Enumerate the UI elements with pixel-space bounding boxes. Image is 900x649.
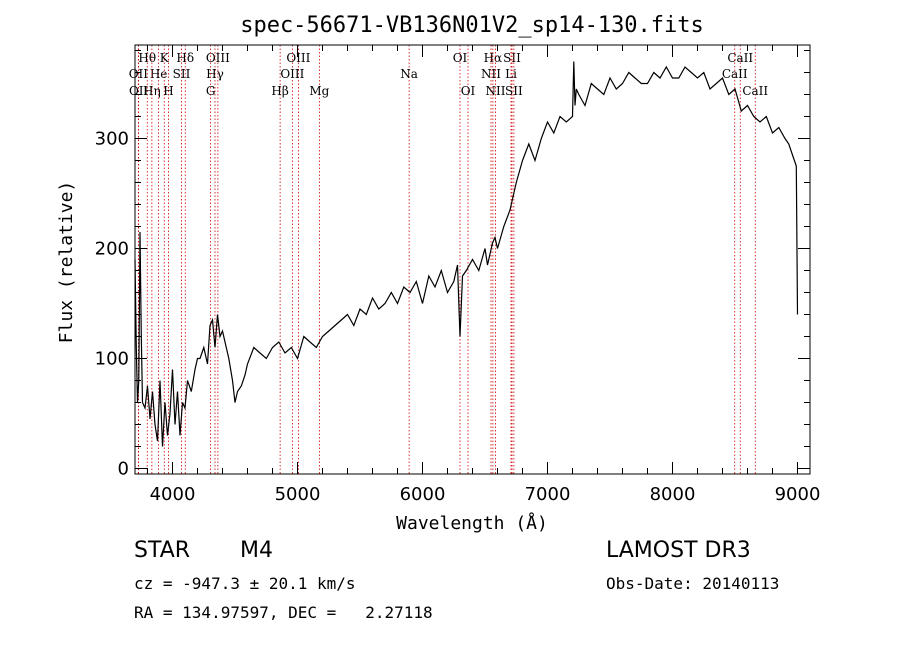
y-tick-label: 300	[95, 129, 129, 150]
line-label: G	[206, 84, 216, 98]
obs-date: Obs-Date: 20140113	[606, 574, 780, 593]
spectrum-line	[134, 61, 799, 447]
line-label: Hγ	[206, 67, 224, 81]
x-tick-label: 7000	[525, 484, 571, 505]
y-tick-label: 200	[95, 239, 129, 260]
axis-ticks: 4000 5000 6000 7000 8000 9000 0 100 200 300	[95, 45, 821, 505]
line-label: H	[163, 84, 173, 98]
line-label: K	[160, 51, 170, 65]
line-label: CaII	[722, 67, 748, 81]
line-label: OI	[461, 84, 476, 98]
x-tick-label: 6000	[400, 484, 446, 505]
subclass-label: M4	[240, 538, 273, 563]
line-label: CaII	[742, 84, 768, 98]
x-tick-label: 9000	[775, 484, 821, 505]
x-tick-label: 4000	[150, 484, 196, 505]
line-label: NII	[486, 84, 506, 98]
line-label: OIII	[280, 67, 304, 81]
line-label: OI	[453, 51, 468, 65]
coordinates: RA = 134.97597, DEC = 2.27118	[134, 603, 433, 622]
chart-title: spec-56671-VB136N01V2_sp14-130.fits	[240, 13, 704, 38]
line-label: NII	[481, 67, 501, 81]
line-label: SII	[173, 67, 191, 81]
survey-label: LAMOST DR3	[606, 538, 751, 563]
line-label: CaII	[727, 51, 753, 65]
line-label: OII	[129, 84, 149, 98]
x-tick-label: 8000	[650, 484, 696, 505]
line-label: Hθ	[138, 51, 156, 65]
line-label: Mg	[309, 84, 329, 98]
line-label: Li	[505, 67, 517, 81]
line-label: He	[150, 67, 168, 81]
line-label: SII	[505, 84, 523, 98]
line-label: Hα	[484, 51, 503, 65]
line-label: SII	[503, 51, 521, 65]
x-tick-label: 5000	[275, 484, 321, 505]
line-label: Hη	[143, 84, 161, 98]
x-axis-label: Wavelength (Å)	[396, 512, 548, 534]
line-label: OIII	[206, 51, 230, 65]
y-axis-label: Flux (relative)	[56, 181, 77, 344]
class-label: STAR	[134, 538, 191, 563]
y-tick-label: 0	[118, 459, 129, 480]
y-tick-label: 100	[95, 349, 129, 370]
line-label: Hβ	[271, 84, 288, 98]
line-label: OIII	[286, 51, 310, 65]
redshift-line: cz = -947.3 ± 20.1 km/s	[134, 574, 356, 593]
line-label: Na	[400, 67, 418, 81]
line-label: Hδ	[176, 51, 194, 65]
